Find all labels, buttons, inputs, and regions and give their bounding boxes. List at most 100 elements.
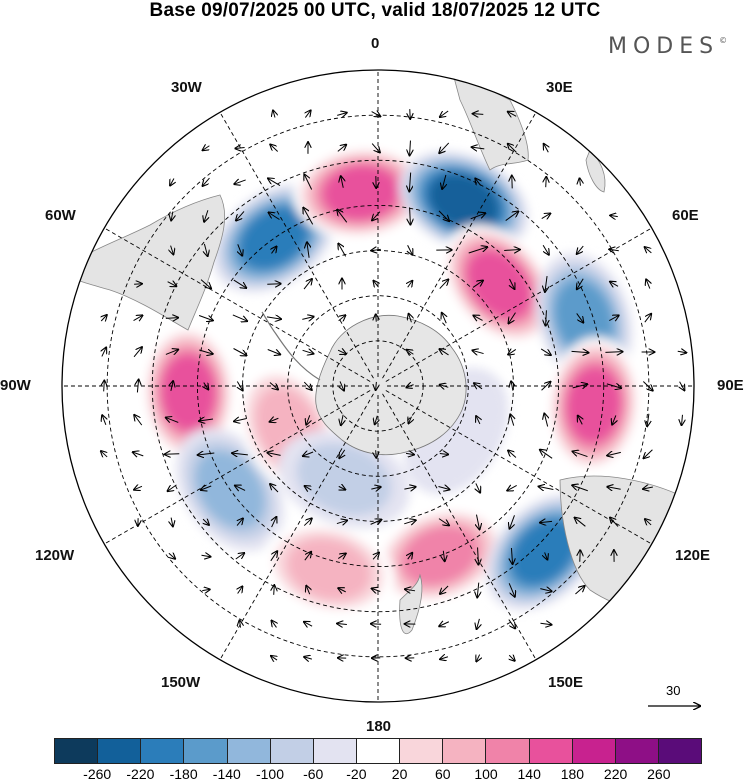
wind-vector-arrow [410,207,411,224]
wind-vector-arrow [439,279,449,289]
wind-vector-arrow [304,622,313,626]
colorbar-segment [615,739,659,763]
colorbar-tick-label: -60 [303,766,324,782]
wind-vector-arrow [336,520,347,523]
lon-label-120e: 120E [675,547,711,564]
wind-vector-arrow [576,313,584,322]
wind-vector-arrow [171,381,173,391]
wind-vector-arrow [170,178,174,186]
colorbar-segment [572,739,616,763]
wind-vector-arrow [504,250,520,251]
wind-vector-arrow [475,179,480,186]
wind-vector-arrow [508,583,515,596]
wind-vector-arrow [306,586,309,595]
wind-vector-arrow [510,414,513,426]
lon-label-30e: 30E [546,79,573,96]
wind-vector-arrow [607,452,621,455]
wind-vector-arrow [606,384,621,388]
colorbar-tick-label: 220 [603,766,628,782]
wind-vector-arrow [508,450,517,458]
wind-vector-arrow [408,245,413,255]
wind-vector-arrow [443,550,444,561]
wind-vector-arrow [540,589,551,592]
wind-vector-arrow [540,521,553,522]
wind-vector-arrow [438,518,449,526]
colorbar-segment [400,739,444,763]
wind-vector-arrow [198,315,213,321]
south-america-outline [62,194,226,331]
wind-vector-arrow [439,142,450,153]
wind-vector-arrow [376,450,377,457]
wind-vector-arrow [267,350,281,355]
wind-vector-arrow [677,351,687,352]
wind-vector-arrow [371,249,381,250]
colorbar-segment [356,739,401,763]
wind-vector-arrow [101,315,107,321]
wind-vector-arrow [303,279,312,290]
wind-vector-arrow [338,588,346,592]
wind-vector-arrow [235,486,246,491]
wind-vector-arrow [270,551,277,562]
wind-vector-arrow [266,317,281,319]
wind-vector-arrow [571,351,589,352]
wind-vector-arrow [102,348,106,357]
colorbar-tick-label: 20 [391,766,408,782]
wind-vector-arrow [269,382,278,390]
meridian-line [219,393,374,660]
wind-vector-arrow [541,382,551,391]
colorbar-segment [184,739,228,763]
wind-vector-arrow [234,419,247,422]
wind-vector-arrow [341,176,344,188]
wind-vector-arrow [238,244,242,255]
wind-vector-arrow [644,449,653,458]
lon-label-150e: 150E [548,674,584,691]
antarctica-landmass [261,311,467,456]
wind-vector-arrow [607,487,621,490]
wind-vector-arrow [204,243,207,256]
wind-vector-arrow [545,276,547,292]
wind-vector-arrow [337,350,346,354]
wind-vector-arrow [204,382,209,390]
wind-vector-arrow [165,454,180,455]
madagascar-outline [585,149,606,193]
lon-label-120w: 120W [35,547,75,564]
wind-vector-arrow [303,452,314,456]
wind-vector-arrow [409,417,412,424]
wind-vector-arrow [272,621,277,628]
wind-vector-arrow [303,381,311,390]
wind-vector-arrow [575,586,584,595]
wind-vector-arrow [645,247,652,253]
wind-vector-arrow [408,281,413,287]
wind-vector-arrow [476,416,480,425]
wind-vector-arrow [578,416,582,425]
wind-vector-arrow [239,620,240,628]
meridian-line [104,227,371,382]
wind-vector-arrow [232,314,247,321]
wind-vector-arrow [337,553,345,558]
wind-vector-arrow [542,245,549,254]
wind-vector-arrow [340,381,344,390]
wind-vector-arrow [612,415,616,424]
wind-vector-arrow [267,284,280,285]
wind-vector-arrow [508,619,515,629]
wind-vector-arrow [410,140,411,156]
meridian-line [385,390,652,545]
wind-vector-arrow [370,520,382,525]
lon-label-90e: 90E [717,377,744,394]
wind-vector-arrow [440,385,449,388]
wind-vector-arrow [541,213,551,218]
wind-vector-arrow [610,215,618,216]
wind-vector-arrow [236,211,245,220]
wind-vector-arrow [237,518,243,526]
wind-vector-arrow [439,349,449,356]
wind-vector-arrow [133,452,144,456]
wind-vector-arrow [271,656,277,660]
wind-vector-arrow [404,520,415,524]
wind-vector-arrow [273,110,275,118]
wind-vector-arrow [610,518,619,527]
wind-vector-arrow [203,519,209,525]
lon-label-90w: 90W [0,377,31,394]
wind-vector-arrow [473,316,483,321]
wind-vector-arrow [171,517,173,527]
wind-vector-arrow [339,486,345,489]
